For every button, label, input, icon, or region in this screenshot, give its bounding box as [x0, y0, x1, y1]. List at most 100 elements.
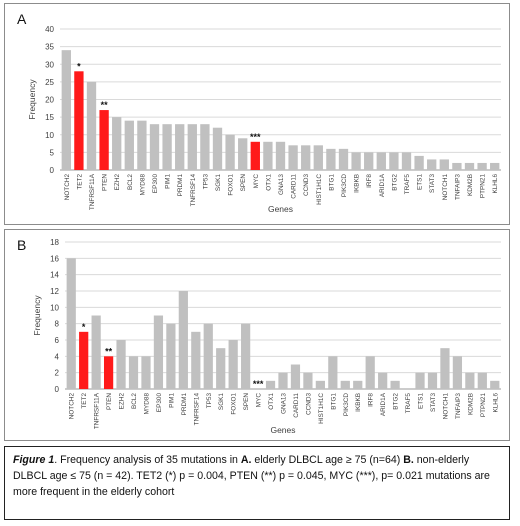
chart-a-y-tick-label: 35 [45, 43, 54, 52]
chart-a-bar-foxo1 [225, 134, 235, 170]
chart-panel-b: B 0 2 4 6 8 10 12 14 16 18 NOTCH2 * TET2 TNFRSF11A ** PT… [4, 229, 510, 441]
chart-b-bar-bcl2 [128, 356, 139, 389]
chart-b-bar-btg2 [390, 380, 400, 389]
chart-a-bar-sgk1 [212, 127, 223, 170]
chart-a-bar-tnfrsf14 [187, 124, 197, 170]
chart-a-bar-myd88 [137, 120, 147, 170]
chart-b-y-tick-label: 16 [50, 254, 59, 263]
chart-a-x-tick-label: MYD88 [139, 174, 146, 196]
chart-a-x-tick-label: IRF8 [366, 174, 373, 188]
chart-b-bar-ptpn21 [477, 372, 487, 389]
chart-b-y-tick-label: 2 [55, 369, 60, 378]
chart-a-x-tick-label: ARID1A [379, 173, 386, 197]
chart-a-y-tick-label: 0 [50, 166, 55, 175]
caption-figure-label: Figure 1 [13, 454, 55, 466]
chart-a-bar-ezh2 [112, 117, 122, 170]
chart-a-bar-hist1h1c [313, 145, 323, 170]
chart-b-x-tick-label: STAT3 [430, 393, 437, 412]
bar-chart-a: A 0 5 10 15 20 25 30 35 40 NOTCH2 * TET2 TNFRSF11A ** P… [17, 11, 501, 214]
chart-b-bar-btg1 [328, 356, 338, 389]
chart-a-bar-irf8 [364, 152, 374, 170]
chart-a-y-tick-label: 25 [45, 78, 54, 87]
chart-b-x-tick-label: EP300 [156, 393, 163, 413]
chart-b-y-tick-label: 14 [50, 271, 59, 280]
chart-a-bar-btg2 [389, 152, 399, 170]
chart-a-x-tick-label: PTEN [102, 174, 109, 191]
chart-b-significance-marker: * [82, 322, 86, 332]
chart-a-bar-ets1 [414, 155, 424, 170]
chart-b-bar-kdm2b [465, 372, 475, 389]
chart-b-bar-ezh2 [116, 340, 126, 389]
chart-a-bar-tnfaip3 [452, 162, 462, 170]
chart-a-bar-bcl2 [124, 120, 134, 170]
chart-b-x-tick-label: CARD11 [293, 393, 300, 418]
chart-b-x-tick-label: IRF8 [368, 393, 375, 407]
chart-a-bar-pik3cd [338, 148, 349, 170]
chart-a-panel-label: A [17, 11, 27, 27]
chart-b-x-tick-label: EZH2 [119, 393, 126, 410]
chart-b-bar-tnfaip3 [452, 356, 463, 389]
chart-b-x-tick-label: PTEN [106, 393, 113, 410]
chart-a-x-tick-label: BTG1 [328, 174, 335, 191]
chart-a-x-axis-title: Genes [268, 204, 293, 214]
chart-b-x-tick-label: TNFAIP3 [455, 393, 462, 419]
chart-a-bar-prdm1 [175, 124, 185, 170]
chart-a-x-tick-label: TET2 [76, 174, 83, 190]
chart-b-bar-myd88 [141, 356, 151, 389]
chart-b-bar-ep300 [153, 315, 164, 389]
chart-b-y-tick-label: 8 [55, 320, 60, 329]
chart-b-significance-marker: *** [253, 379, 264, 389]
chart-a-x-tick-label: IKBKB [354, 174, 361, 193]
chart-b-y-tick-label: 10 [50, 303, 59, 312]
chart-b-x-tick-label: SGK1 [218, 393, 225, 410]
chart-a-x-tick-label: TNFRSF11A [89, 173, 96, 210]
chart-a-y-tick-label: 15 [45, 113, 54, 122]
chart-b-x-tick-label: IKBKB [355, 393, 362, 412]
chart-a-bar-klhl6 [490, 162, 500, 170]
chart-a-y-tick-label: 20 [45, 96, 54, 105]
chart-a-x-tick-label: BCL2 [127, 174, 134, 190]
chart-b-bar-notch1 [440, 348, 450, 389]
chart-a-bar-tet2 [74, 71, 84, 170]
chart-a-x-tick-label: EP300 [152, 174, 159, 194]
chart-b-x-tick-label: GNA13 [281, 393, 288, 414]
chart-b-bar-irf8 [365, 356, 375, 389]
chart-b-x-tick-label: PTPN21 [480, 393, 487, 418]
chart-a-x-tick-label: TRAF5 [404, 174, 411, 195]
chart-a-x-tick-label: FOXO1 [228, 174, 235, 196]
chart-a-bar-spen [238, 138, 248, 170]
chart-b-bar-hist1h1c [315, 380, 325, 389]
chart-b-x-tick-label: OTX1 [268, 393, 275, 410]
chart-b-x-tick-label: TNFRSF11A [94, 392, 101, 429]
chart-a-bar-ccnd3 [301, 145, 311, 170]
chart-b-bar-notch2 [66, 258, 76, 389]
chart-b-bar-tp53 [203, 323, 213, 389]
chart-a-x-tick-label: TP53 [202, 174, 209, 190]
chart-b-bar-sgk1 [216, 348, 226, 389]
chart-b-bar-ccnd3 [303, 372, 313, 389]
chart-b-x-tick-label: FOXO1 [231, 393, 238, 415]
chart-b-x-tick-label: CCND3 [305, 393, 312, 415]
chart-b-y-tick-label: 4 [55, 352, 60, 361]
chart-b-y-tick-label: 12 [50, 287, 59, 296]
chart-b-panel-label: B [17, 237, 26, 253]
chart-a-bar-traf5 [401, 152, 412, 170]
chart-b-bar-pim1 [166, 323, 176, 389]
chart-b-bar-ikbkb [353, 380, 363, 389]
chart-b-x-tick-label: BCL2 [131, 393, 138, 409]
chart-a-y-tick-label: 40 [45, 25, 54, 34]
chart-b-x-tick-label: NOTCH2 [69, 393, 76, 420]
chart-a-x-tick-label: TNFRSF14 [190, 174, 197, 207]
chart-b-bar-foxo1 [228, 340, 238, 389]
chart-b-x-tick-label: ETS1 [418, 393, 425, 409]
chart-a-y-axis-title: Frequency [27, 79, 37, 120]
chart-a-x-tick-label: PIM1 [165, 174, 172, 189]
chart-a-x-tick-label: KDM2B [467, 174, 474, 196]
chart-b-x-tick-label: PIK3CD [343, 393, 350, 416]
figure-caption: Figure 1. Frequency analysis of 35 mutat… [4, 446, 510, 520]
chart-b-x-tick-label: PRDM1 [181, 393, 188, 416]
chart-a-bar-arid1a [376, 152, 386, 170]
chart-b-bar-stat3 [427, 372, 438, 389]
chart-a-x-tick-label: PTPN21 [480, 174, 487, 199]
chart-a-bar-myc [250, 141, 260, 170]
